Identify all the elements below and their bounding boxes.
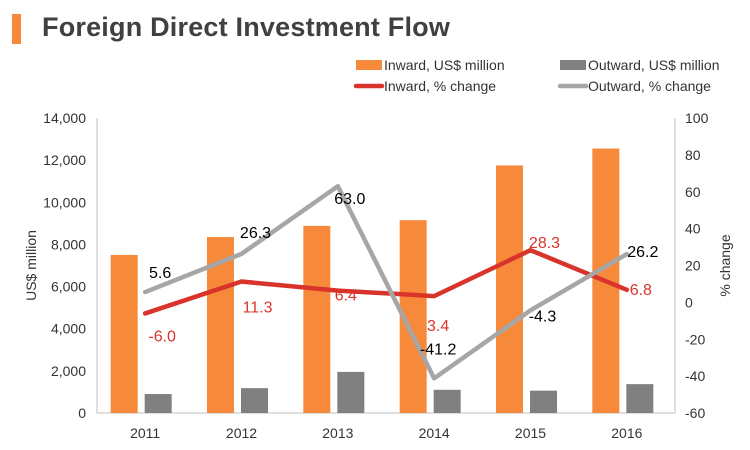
bar-outward: [241, 388, 268, 413]
x-tick-label: 2012: [226, 425, 257, 441]
legend-swatch: [560, 60, 586, 70]
x-tick-label: 2013: [322, 425, 353, 441]
y2-tick-label: -20: [685, 331, 705, 347]
data-label-outward-pct: 5.6: [149, 265, 171, 282]
legend-label: Outward, % change: [588, 78, 711, 94]
y-tick-label: 12,000: [43, 152, 86, 168]
chart-title: Foreign Direct Investment Flow: [42, 12, 451, 42]
y2-tick-label: -40: [685, 368, 705, 384]
line-inward-pct: [142, 247, 630, 316]
data-label-outward-pct: -41.2: [420, 341, 457, 358]
y-tick-label: 6,000: [51, 279, 86, 295]
bar-inward: [496, 165, 523, 413]
x-tick-label: 2011: [130, 425, 160, 441]
y-axis-title: US$ million: [23, 230, 39, 301]
legend-swatch: [356, 60, 382, 70]
y2-tick-label: 100: [685, 110, 709, 126]
data-label-inward-pct: 6.4: [335, 288, 357, 305]
bar-outward: [530, 390, 557, 413]
y-tick-label: 8,000: [51, 236, 86, 252]
bar-inward: [110, 254, 138, 413]
bar-outward: [144, 394, 172, 413]
x-tick-label: 2015: [515, 425, 546, 441]
x-tick-label: 2016: [611, 425, 642, 441]
data-label-outward-pct: 26.3: [240, 225, 271, 242]
y2-tick-label: 20: [685, 258, 701, 274]
data-label-inward-pct: 28.3: [529, 235, 560, 252]
y-tick-label: 4,000: [51, 321, 86, 337]
y2-tick-label: 0: [685, 294, 693, 310]
x-tick-label: 2014: [419, 425, 450, 441]
y2-tick-label: 80: [685, 147, 701, 163]
title-accent-bar: [12, 14, 21, 44]
y-tick-label: 2,000: [51, 363, 86, 379]
y-tick-label: 0: [78, 405, 86, 421]
data-label-inward-pct: -6.0: [148, 328, 176, 345]
y-tick-label: 10,000: [43, 194, 86, 210]
data-label-outward-pct: 26.2: [627, 244, 658, 261]
data-label-inward-pct: 6.8: [630, 282, 652, 299]
legend-label: Outward, US$ million: [588, 57, 720, 73]
bar-outward: [626, 384, 654, 413]
y-tick-label: 14,000: [43, 110, 86, 126]
line-outward-pct: [142, 183, 630, 381]
bar-inward: [303, 225, 331, 413]
data-label-outward-pct: -4.3: [529, 308, 557, 325]
data-label-outward-pct: 63.0: [334, 191, 365, 208]
y2-tick-label: 60: [685, 184, 701, 200]
data-label-inward-pct: 11.3: [243, 300, 273, 317]
bar-outward: [433, 389, 461, 413]
y2-tick-label: 40: [685, 221, 701, 237]
y2-tick-label: -60: [685, 405, 705, 421]
y2-axis-title: % change: [717, 234, 733, 296]
legend-label: Inward, US$ million: [384, 57, 505, 73]
legend-label: Inward, % change: [384, 78, 496, 94]
bar-outward: [337, 371, 365, 413]
data-label-inward-pct: 3.4: [427, 318, 449, 335]
